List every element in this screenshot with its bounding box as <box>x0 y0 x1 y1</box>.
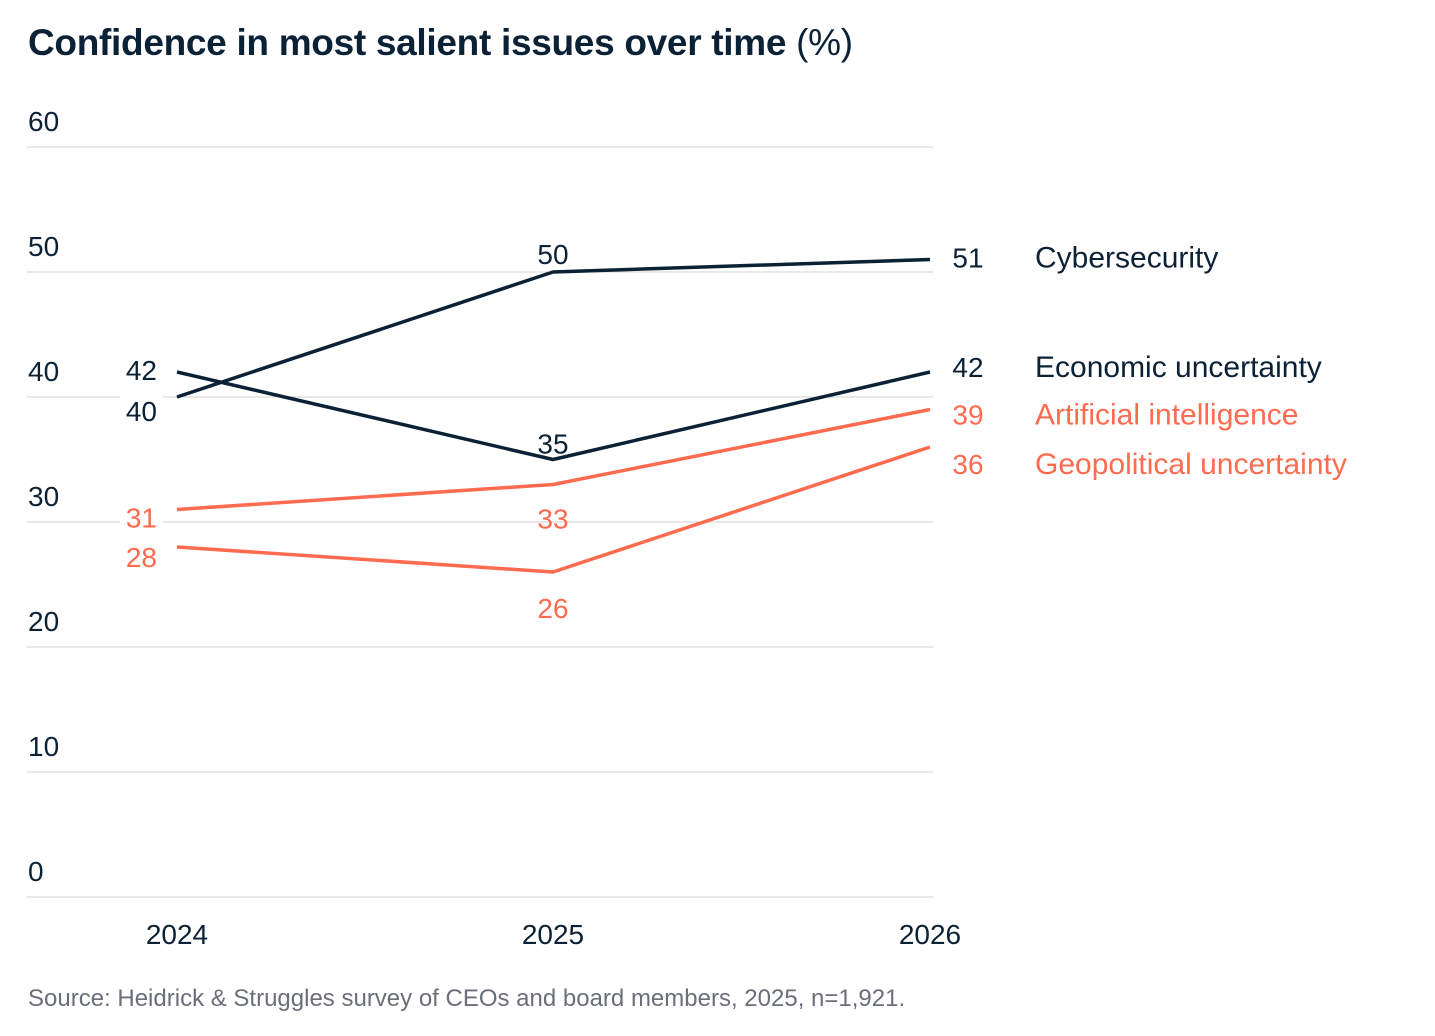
y-tick-label: 60 <box>28 106 59 137</box>
data-label: 51 <box>952 243 983 274</box>
data-label: 35 <box>537 429 568 460</box>
y-tick-label: 40 <box>28 356 59 387</box>
chart-title-unit: (%) <box>796 22 853 63</box>
label-background <box>119 542 163 573</box>
legend-label: Cybersecurity <box>1035 242 1218 275</box>
legend-label: Artificial intelligence <box>1035 399 1298 432</box>
chart-title: Confidence in most salient issues over t… <box>28 22 853 64</box>
y-tick-label: 10 <box>28 731 59 762</box>
data-label: 50 <box>537 239 568 270</box>
series-line <box>176 445 931 574</box>
legend-label: Economic uncertainty <box>1035 351 1322 384</box>
y-tick-label: 50 <box>28 231 59 262</box>
series-line <box>176 370 931 462</box>
data-label: 39 <box>952 400 983 431</box>
series-line <box>176 257 931 399</box>
label-background <box>119 502 163 534</box>
data-label: 36 <box>952 449 983 480</box>
data-label: 26 <box>537 593 568 624</box>
label-background <box>119 355 163 386</box>
data-label: 42 <box>952 352 983 383</box>
x-tick-label: 2024 <box>146 919 208 950</box>
x-tick-label: 2025 <box>522 919 584 950</box>
y-tick-label: 20 <box>28 606 59 637</box>
source-note: Source: Heidrick & Struggles survey of C… <box>28 985 906 1012</box>
legend-label: Geopolitical uncertainty <box>1035 448 1347 481</box>
y-tick-label: 0 <box>28 856 44 887</box>
series-line <box>176 407 931 512</box>
y-tick-label: 30 <box>28 481 59 512</box>
chart-title-text: Confidence in most salient issues over t… <box>28 22 787 63</box>
x-tick-label: 2026 <box>899 919 961 950</box>
data-label: 33 <box>537 504 568 535</box>
data-label: 40 <box>126 396 157 427</box>
label-background <box>119 396 163 427</box>
data-label: 28 <box>126 542 157 573</box>
data-label: 31 <box>126 503 157 534</box>
data-label: 42 <box>126 355 157 386</box>
